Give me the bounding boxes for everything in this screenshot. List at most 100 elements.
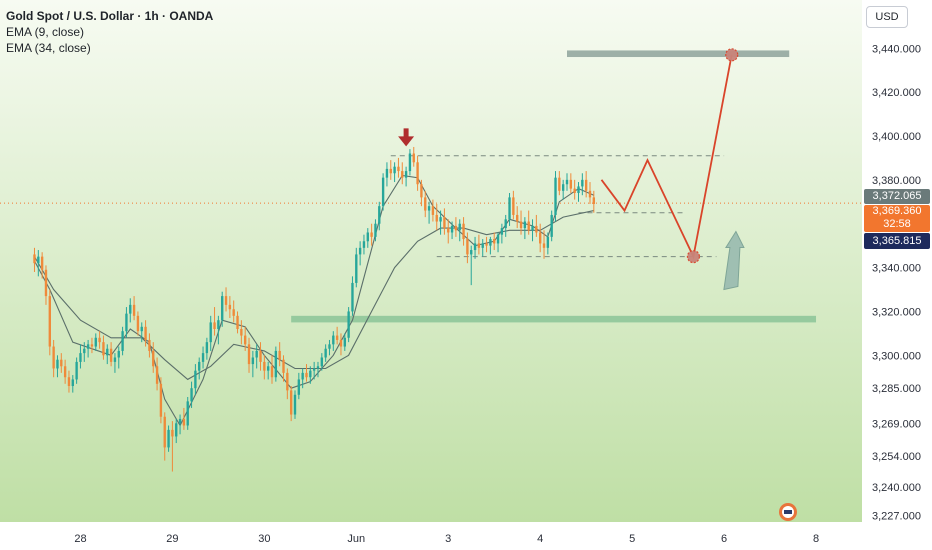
candle-body	[332, 335, 335, 345]
candle-body	[40, 256, 44, 270]
candle	[121, 326, 124, 356]
candle-body	[343, 337, 346, 347]
candle-body	[167, 429, 170, 448]
candle	[450, 221, 454, 240]
candle	[427, 201, 431, 224]
candle-body	[155, 366, 159, 384]
candle	[217, 315, 220, 345]
candle-body	[328, 344, 331, 349]
candle	[190, 381, 193, 408]
y-tick-label: 3,227.000	[872, 510, 921, 522]
candle	[424, 190, 427, 218]
candle-body	[232, 309, 235, 316]
candle	[588, 182, 592, 204]
candle-body	[538, 232, 542, 244]
candle-body	[178, 418, 182, 424]
candle	[213, 307, 216, 336]
candle-body	[48, 296, 51, 347]
candle-body	[485, 243, 488, 246]
candle-body	[420, 184, 423, 198]
candle-body	[523, 221, 527, 229]
candle	[435, 203, 438, 231]
candle-body	[496, 234, 500, 244]
candle-body	[443, 217, 446, 229]
candle-body	[117, 350, 120, 358]
candle	[270, 355, 274, 384]
candle	[44, 265, 48, 305]
candle-body	[454, 225, 458, 231]
candle-body	[389, 168, 392, 174]
candle-body	[71, 379, 74, 387]
candle-body	[113, 357, 117, 362]
candle	[240, 320, 243, 345]
candle-body	[531, 225, 534, 231]
candle	[52, 339, 55, 378]
candle	[550, 210, 553, 242]
candle-body	[121, 331, 124, 351]
candle	[224, 287, 228, 312]
currency-button[interactable]: USD	[866, 6, 908, 28]
symbol-title[interactable]: Gold Spot / U.S. Dollar · 1h · OANDA	[6, 9, 214, 23]
candle	[163, 412, 166, 461]
ema-fast-legend[interactable]: EMA (9, close)	[6, 25, 85, 39]
time-axis[interactable]	[0, 522, 862, 550]
bar-countdown: 32:58	[883, 218, 911, 230]
candle	[577, 182, 580, 202]
candle-body	[44, 269, 48, 297]
candle-body	[546, 236, 550, 248]
candle-body	[244, 335, 247, 345]
ema-slow-price-label: 3,372.065	[864, 189, 930, 204]
candle	[125, 307, 128, 338]
tradingview-logo[interactable]	[779, 503, 797, 521]
candle-body	[129, 304, 132, 314]
candle	[205, 337, 209, 360]
candle	[266, 361, 270, 380]
candle	[328, 339, 331, 356]
candle	[481, 239, 484, 257]
candle	[592, 190, 596, 213]
arrow-down-head	[398, 136, 415, 147]
x-tick-label: 4	[537, 533, 543, 545]
candle-body	[247, 344, 251, 365]
candle-body	[401, 171, 404, 178]
ema-slow-legend[interactable]: EMA (34, close)	[6, 41, 91, 55]
candle-body	[198, 361, 201, 371]
candle	[512, 190, 515, 220]
candle-body	[148, 339, 151, 351]
candle	[477, 234, 481, 255]
candle-body	[263, 361, 266, 371]
candle	[404, 166, 408, 187]
y-tick-label: 3,300.000	[872, 350, 921, 362]
candle	[140, 322, 143, 343]
arrow-down-shaft	[403, 128, 409, 138]
candle	[79, 344, 82, 369]
candle-body	[581, 179, 584, 187]
candle	[527, 210, 530, 235]
candle	[102, 335, 105, 360]
candle	[320, 353, 324, 371]
candle-body	[201, 353, 205, 362]
x-tick-label: 3	[445, 533, 451, 545]
y-tick-label: 3,380.000	[872, 175, 921, 187]
candle-body	[408, 153, 412, 172]
candle-body	[378, 206, 381, 224]
price-axis[interactable]	[862, 0, 932, 550]
candle	[531, 219, 534, 242]
candle	[516, 206, 519, 229]
candle-body	[447, 228, 450, 233]
candle	[159, 377, 163, 424]
candle-body	[86, 344, 90, 349]
candle-body	[508, 197, 511, 220]
ema-9-line	[34, 174, 595, 427]
candle-body	[577, 186, 580, 194]
candle-body	[500, 228, 504, 235]
projection-circle	[725, 48, 739, 62]
candle-body	[106, 348, 109, 356]
candle-body	[152, 350, 155, 367]
candle-body	[573, 188, 576, 194]
candle-body	[194, 370, 197, 389]
y-tick-label: 3,254.000	[872, 451, 921, 463]
candle-body	[435, 214, 438, 222]
candle	[385, 162, 389, 187]
